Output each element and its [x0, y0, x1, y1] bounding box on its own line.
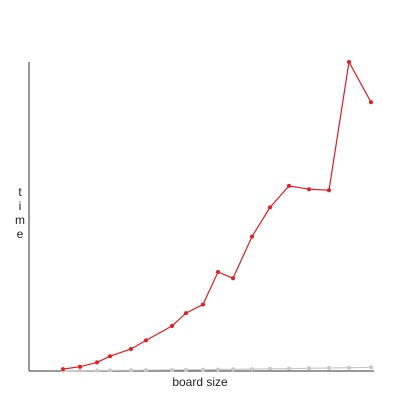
data-point [216, 270, 220, 274]
data-point [231, 367, 235, 371]
data-point [287, 367, 291, 371]
y-axis-label-char: i [19, 199, 22, 213]
data-point [347, 60, 351, 64]
data-point [250, 235, 254, 239]
data-point [307, 187, 311, 191]
data-point [61, 367, 65, 371]
data-point [184, 311, 188, 315]
data-point [250, 367, 254, 371]
data-point [216, 368, 220, 372]
data-point [347, 366, 351, 370]
data-point [307, 366, 311, 370]
data-point [78, 365, 82, 369]
y-axis-label-char: t [18, 185, 22, 199]
data-point [231, 276, 235, 280]
data-point [108, 368, 112, 372]
data-point [184, 368, 188, 372]
data-point [144, 338, 148, 342]
data-point [129, 347, 133, 351]
data-point [95, 360, 99, 364]
data-point [369, 365, 373, 369]
y-axis-label-char: e [17, 227, 24, 241]
series-layer [61, 60, 373, 373]
data-point [268, 367, 272, 371]
data-point [108, 354, 112, 358]
series-line-1 [63, 62, 371, 369]
data-point [129, 368, 133, 372]
y-axis-label-char: m [15, 213, 25, 227]
data-point [268, 205, 272, 209]
data-point [287, 184, 291, 188]
x-axis-label: board size [172, 375, 228, 389]
data-point [201, 303, 205, 307]
data-point [369, 100, 373, 104]
data-point [78, 369, 82, 373]
data-point [170, 324, 174, 328]
data-point [327, 366, 331, 370]
data-point [201, 368, 205, 372]
data-point [95, 369, 99, 373]
data-point [327, 188, 331, 192]
data-point [170, 368, 174, 372]
data-point [144, 368, 148, 372]
